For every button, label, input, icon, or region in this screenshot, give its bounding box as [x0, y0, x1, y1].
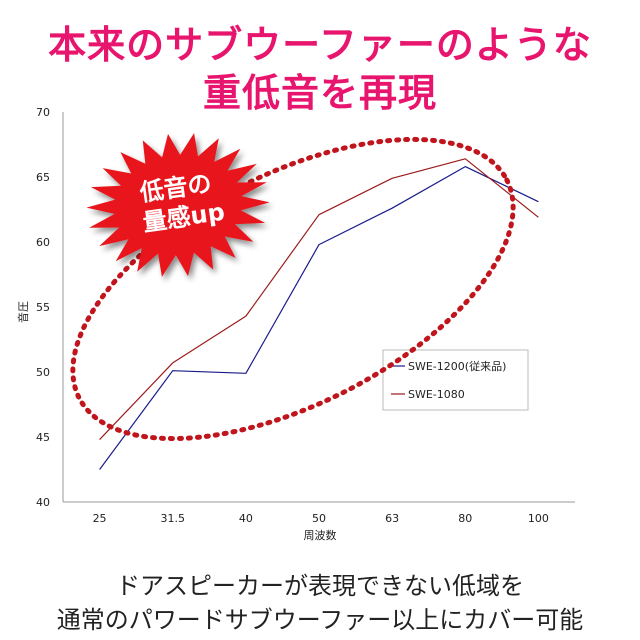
series-lines — [99, 158, 539, 470]
x-axis-label: 周波数 — [304, 529, 337, 542]
legend-box — [382, 349, 529, 411]
x-tick-label: 50 — [312, 512, 326, 525]
x-tick-label: 25 — [93, 512, 107, 525]
series-line-1 — [99, 158, 539, 441]
y-tick-label: 50 — [36, 366, 50, 379]
x-tick-label: 40 — [239, 512, 253, 525]
x-tick-label: 63 — [385, 512, 399, 525]
highlight-ellipse — [70, 136, 516, 442]
legend-label-swe-1200: SWE-1200(従来品) — [408, 360, 506, 373]
y-tick-label: 40 — [36, 496, 50, 509]
y-tick-label: 45 — [36, 431, 50, 444]
headline-line-2: 重低音を再現 — [202, 71, 437, 115]
y-axis-label: 音圧 — [16, 301, 30, 323]
starburst-shape — [86, 133, 270, 277]
x-tick-labels: 25 31.5 40 50 63 80 100 — [93, 512, 549, 525]
x-tick-label: 31.5 — [160, 512, 185, 525]
y-tick-label: 65 — [36, 171, 50, 184]
caption-line-2: 通常のパワードサブウーファー以上にカバー可能 — [56, 606, 584, 634]
x-tick-label: 80 — [458, 512, 472, 525]
caption-line-1: ドアスピーカーが表現できない低域を — [116, 572, 524, 600]
x-tick-label: 100 — [528, 512, 549, 525]
series-line-0 — [99, 166, 539, 470]
y-tick-labels: 40 45 50 55 60 65 70 — [36, 106, 50, 509]
legend: SWE-1200(従来品) SWE-1080 — [382, 349, 529, 411]
headline-line-1: 本来のサブウーファーのような — [48, 23, 592, 67]
badge-starburst: 低音の 量感up — [86, 133, 270, 277]
legend-label-swe-1080: SWE-1080 — [408, 388, 465, 401]
y-tick-label: 60 — [36, 236, 50, 249]
y-tick-label: 70 — [36, 106, 50, 119]
y-tick-label: 55 — [36, 301, 50, 314]
